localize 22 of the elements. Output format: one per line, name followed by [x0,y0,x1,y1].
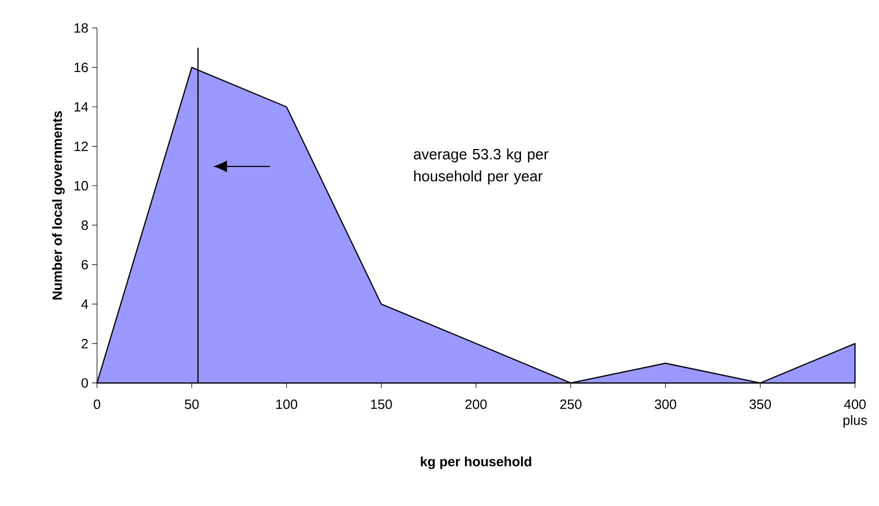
x-tick-label: 350 [750,400,771,410]
y-tick-label: 12 [74,142,88,152]
y-tick-label: 16 [74,62,88,72]
x-tick-label: 250 [560,400,582,410]
x-tick-label: 0 [94,400,100,410]
y-tick-label: 0 [82,378,88,388]
y-tick-label: 8 [82,220,88,230]
x-tick-label: 50 [184,400,199,410]
x-tick-label: 400 plus [844,400,867,428]
x-axis-title: kg per household [420,456,532,470]
y-axis-title: Number of local governments [52,111,65,300]
x-tick-label: 200 [465,400,487,410]
x-tick-label: 150 [371,400,392,410]
annotation: average 53.3 kg per household per year [414,148,548,184]
y-tick-label: 10 [74,181,88,191]
y-tick-label: 6 [82,260,88,270]
y-tick-label: 4 [81,299,88,309]
y-tick-label: 14 [74,102,88,112]
y-tick-label: 18 [74,23,88,33]
x-tick-label: 100 [276,400,298,410]
x-tick-label: 300 [654,400,676,410]
y-tick-label: 2 [82,338,88,348]
